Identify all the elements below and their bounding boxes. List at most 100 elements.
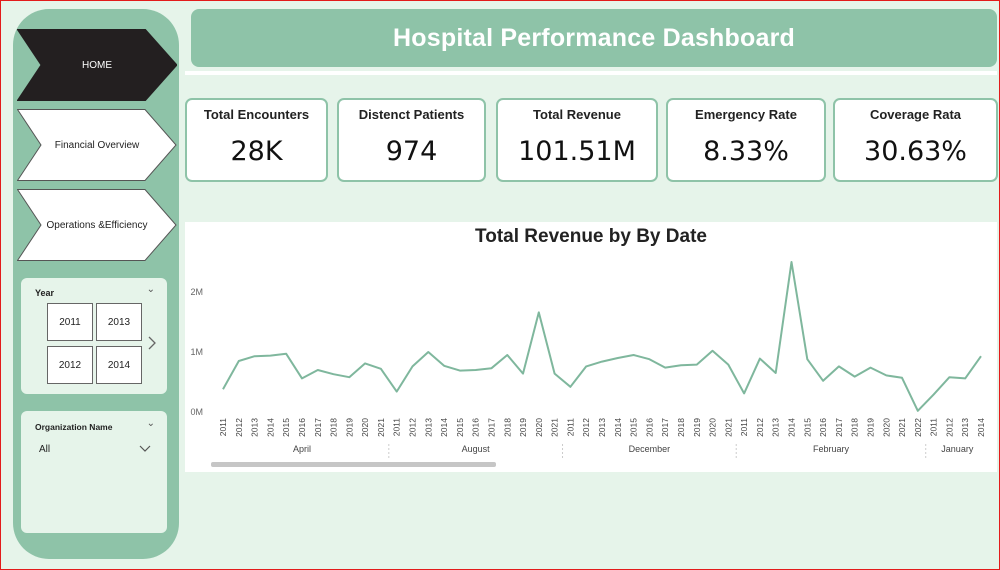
x-tick-label: 2012 [755,418,765,437]
x-tick-label: 2015 [455,418,465,437]
x-tick-label: 2020 [881,418,891,437]
kpi-label: Coverage Rata [869,107,962,122]
header-divider [185,71,997,75]
x-tick-label: 2015 [281,418,291,437]
dropdown-chevron-down-icon[interactable] [139,445,151,453]
x-group-label: February [813,444,850,454]
x-tick-label: 2014 [976,418,986,437]
x-tick-label: 2019 [344,418,354,437]
x-tick-label: 2016 [471,418,481,437]
kpi-label: Emergency Rate [695,107,797,122]
x-group-label: January [941,444,974,454]
nav-home-button[interactable]: HOME [17,29,177,101]
x-tick-label: 2012 [234,418,244,437]
x-tick-label: 2019 [518,418,528,437]
year-slicer: Year ⌄ 2011 2013 2012 2014 [21,278,167,394]
x-tick-label: 2018 [329,418,339,437]
nav-operations-button[interactable]: Operations & Efficiency [17,189,177,261]
x-tick-label: 2014 [439,418,449,437]
x-tick-label: 2014 [265,418,275,437]
x-tick-label: 2011 [565,418,575,437]
x-tick-label: 2013 [771,418,781,437]
y-tick-label: 1M [190,347,203,357]
chevron-right-icon[interactable] [147,336,157,350]
x-tick-label: 2017 [660,418,670,437]
x-tick-label: 2020 [534,418,544,437]
nav-home-shape [17,29,177,101]
nav-home-label: HOME [82,59,112,71]
x-tick-label: 2021 [376,418,386,437]
chart-scrollbar-thumb [211,462,496,467]
x-tick-label: 2019 [692,418,702,437]
kpi-value: 101.51M [518,136,636,167]
x-tick-label: 2011 [392,418,402,437]
nav-financial-button[interactable]: Financial Overview [17,109,177,181]
nav-financial-label: Financial Overview [54,139,140,151]
x-tick-label: 2022 [913,418,923,437]
x-tick-label: 2018 [850,418,860,437]
x-tick-label: 2014 [613,418,623,437]
organization-slicer: Organization Name ⌄ All [21,411,167,533]
x-tick-label: 2021 [723,418,733,437]
chart-title: Total Revenue by By Date [475,226,707,247]
x-tick-label: 2020 [708,418,718,437]
kpi-card-emergency-rate: Emergency Rate 8.33% [666,98,826,182]
x-tick-label: 2017 [313,418,323,437]
year-option-2014[interactable]: 2014 [96,346,142,384]
year-option-2013[interactable]: 2013 [96,303,142,341]
y-tick-label: 0M [190,407,203,417]
chevron-down-icon[interactable]: ⌄ [146,284,155,295]
x-tick-label: 2013 [960,418,970,437]
revenue-line-chart: 2M 1M 0M 2011 2012 2013 2014 2015 2016 2017 2018 20… [190,261,986,467]
kpi-card-total-encounters: Total Encounters 28K [185,98,328,182]
organization-dropdown-value[interactable]: All [39,444,51,455]
kpi-value: 30.63% [864,136,967,167]
kpi-label: Total Revenue [533,107,621,122]
kpi-value: 974 [385,136,438,167]
x-tick-label: 2015 [629,418,639,437]
x-group-label: April [293,444,311,454]
year-slicer-title: Year [35,288,55,298]
x-tick-label: 2016 [818,418,828,437]
kpi-label: Total Encounters [203,107,310,122]
x-tick-label: 2013 [423,418,433,437]
x-tick-label: 2017 [834,418,844,437]
year-option-2012[interactable]: 2012 [47,346,93,384]
kpi-label: Distenct Patients [358,107,465,122]
header-banner: Hospital Performance Dashboard [191,9,997,67]
x-tick-label: 2021 [897,418,907,437]
x-tick-label: 2011 [218,418,228,437]
organization-slicer-title: Organization Name [35,422,113,432]
kpi-value: 28K [230,136,283,167]
kpi-card-distinct-patients: Distenct Patients 974 [337,98,486,182]
x-tick-label: 2017 [486,418,496,437]
x-tick-label: 2020 [360,418,370,437]
x-tick-label: 2013 [597,418,607,437]
nav-operations-label-line2: Efficiency [104,219,148,231]
kpi-card-coverage-rate: Coverage Rata 30.63% [833,98,998,182]
x-group-label: August [462,444,491,454]
x-tick-label: 2015 [802,418,812,437]
nav-financial-shape [17,109,177,181]
chevron-down-icon[interactable]: ⌄ [146,418,155,429]
x-tick-label: 2018 [502,418,512,437]
x-tick-label: 2016 [644,418,654,437]
y-tick-label: 2M [190,287,203,297]
x-tick-label: 2014 [787,418,797,437]
x-tick-label: 2012 [944,418,954,437]
kpi-card-total-revenue: Total Revenue 101.51M [496,98,658,182]
nav-operations-shape [17,189,177,261]
revenue-chart-panel: Total Revenue by By Date 2M 1M 0M 2011 2012 2… [185,222,997,472]
x-tick-label: 2012 [581,418,591,437]
x-group-label: December [629,444,671,454]
nav-operations-label: Operations & Efficiency [39,189,155,261]
year-option-2011[interactable]: 2011 [47,303,93,341]
nav-operations-label-line1: Operations & [46,219,105,231]
revenue-series-line [222,261,982,412]
x-tick-label: 2013 [250,418,260,437]
x-tick-label: 2011 [929,418,939,437]
x-tick-label: 2016 [297,418,307,437]
sidebar: HOME Financial Overview Operations & Eff… [13,9,179,559]
kpi-value: 8.33% [703,136,789,167]
